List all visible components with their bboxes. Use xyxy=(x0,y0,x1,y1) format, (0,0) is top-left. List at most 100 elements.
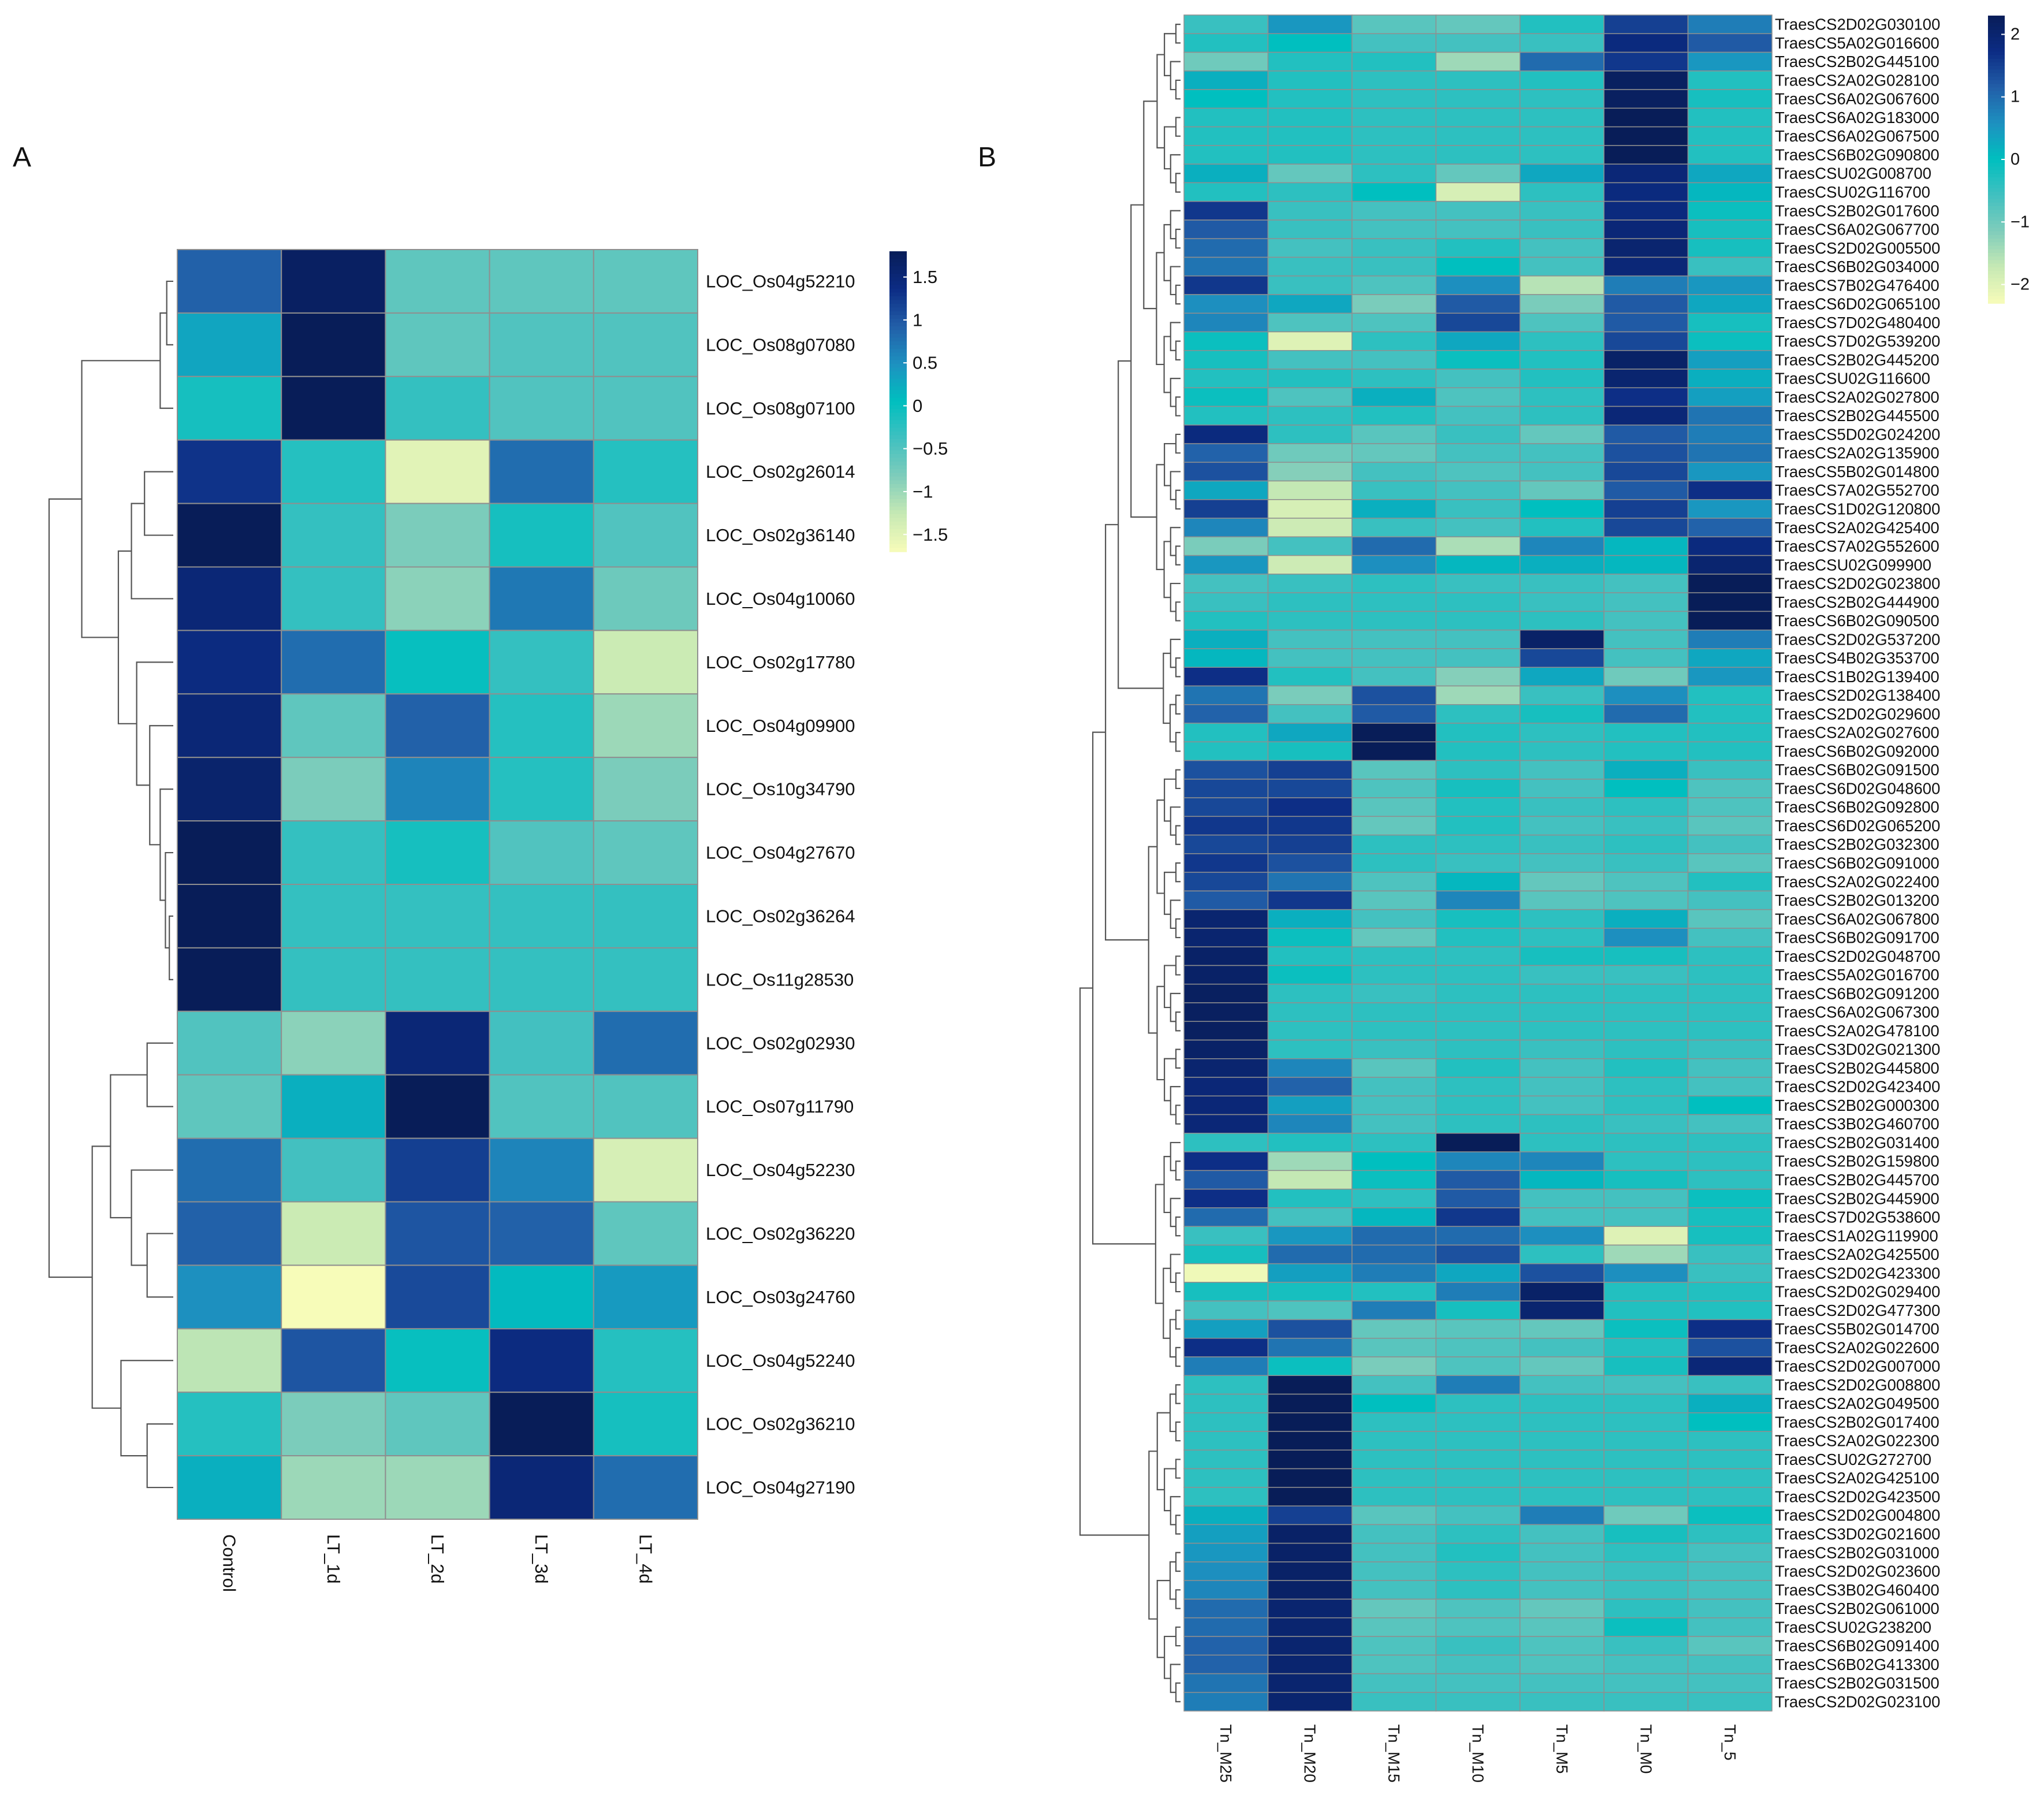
row-label: TraesCS6A02G067700 xyxy=(1775,221,1939,239)
colorbar-segment xyxy=(889,319,907,323)
heatmap-cell xyxy=(1435,1654,1521,1675)
heatmap-cell xyxy=(1519,555,1604,575)
heatmap-cell xyxy=(177,820,282,885)
heatmap-cell xyxy=(1183,779,1269,798)
heatmap-cell xyxy=(1603,816,1689,836)
heatmap-cell xyxy=(1603,238,1689,258)
row-label: TraesCS2A02G425400 xyxy=(1775,519,1939,537)
row-label: TraesCS6B02G090500 xyxy=(1775,612,1939,630)
colorbar-segment xyxy=(889,270,907,274)
heatmap-cell xyxy=(1519,1114,1604,1134)
row-label: TraesCS6A02G067300 xyxy=(1775,1003,1939,1021)
heatmap-cell xyxy=(1267,611,1353,631)
heatmap-cell xyxy=(1687,629,1773,649)
panel-b-heatmap: TraesCS2D02G030100TraesCS5A02G016600Trae… xyxy=(1079,14,2030,1783)
heatmap-cell xyxy=(1603,723,1689,743)
heatmap-cell xyxy=(1352,1487,1437,1507)
colorbar-segment xyxy=(889,465,907,470)
heatmap-cell xyxy=(1435,200,1521,221)
heatmap-cell xyxy=(1183,126,1269,146)
heatmap-cell xyxy=(1603,872,1689,892)
row-label: TraesCS2A02G027600 xyxy=(1775,724,1939,742)
heatmap-cell xyxy=(1687,1542,1773,1563)
heatmap-cell xyxy=(1352,629,1437,649)
heatmap-cell xyxy=(177,884,282,949)
row-label: TraesCS2B02G000300 xyxy=(1775,1096,1939,1114)
row-label: TraesCS6A02G067600 xyxy=(1775,90,1939,108)
heatmap-cell xyxy=(1519,965,1604,985)
heatmap-cell xyxy=(1519,1282,1604,1301)
heatmap-cell xyxy=(281,1010,386,1076)
heatmap-cell xyxy=(1519,1598,1604,1619)
heatmap-cell xyxy=(1435,1226,1521,1246)
row-label: TraesCS2B02G445700 xyxy=(1775,1171,1939,1189)
heatmap-cell xyxy=(1519,182,1604,202)
colorbar-segment xyxy=(889,454,907,459)
heatmap-cell xyxy=(177,1455,282,1520)
heatmap-cell xyxy=(1687,350,1773,370)
heatmap-cell xyxy=(1183,1393,1269,1414)
heatmap-cell xyxy=(1687,890,1773,910)
heatmap-cell xyxy=(1267,126,1353,146)
heatmap-cell xyxy=(1687,518,1773,538)
heatmap-cell xyxy=(1435,1039,1521,1059)
colorbar-segment xyxy=(889,266,907,271)
heatmap-cell xyxy=(1435,723,1521,743)
heatmap-cell xyxy=(1603,1598,1689,1619)
heatmap-cell xyxy=(1687,220,1773,239)
heatmap-cell xyxy=(1267,1021,1353,1041)
row-label: LOC_Os04g10060 xyxy=(706,589,855,609)
heatmap-cell xyxy=(177,1328,282,1393)
heatmap-cell xyxy=(1435,1282,1521,1301)
row-label: TraesCS2A02G049500 xyxy=(1775,1394,1939,1412)
heatmap-cell xyxy=(1183,256,1269,277)
colorbar-segment xyxy=(889,477,907,481)
heatmap-cell xyxy=(1687,592,1773,612)
heatmap-cell xyxy=(1435,1673,1521,1693)
heatmap-cell xyxy=(1183,1412,1269,1432)
row-label: TraesCS2D02G023100 xyxy=(1775,1693,1940,1710)
row-label: TraesCS2A02G425100 xyxy=(1775,1469,1939,1487)
heatmap-cell xyxy=(1267,890,1353,910)
heatmap-cell xyxy=(1603,1319,1689,1339)
heatmap-cell xyxy=(1183,1654,1269,1675)
heatmap-cell xyxy=(1267,1058,1353,1078)
heatmap-cell xyxy=(593,1328,699,1393)
heatmap-cell xyxy=(1519,1617,1604,1637)
heatmap-cell xyxy=(1687,1133,1773,1152)
heatmap-cell xyxy=(593,503,699,568)
colorbar-segment xyxy=(1988,184,2005,189)
heatmap-cell xyxy=(593,375,699,441)
heatmap-cell xyxy=(1687,443,1773,463)
heatmap-cell xyxy=(1687,946,1773,966)
colorbar-segment xyxy=(1988,235,2005,239)
heatmap-cell xyxy=(1519,574,1604,593)
colorbar-segment xyxy=(889,548,907,552)
heatmap-cell xyxy=(1435,1002,1521,1022)
colorbar-segment xyxy=(1988,102,2005,106)
heatmap-cell xyxy=(1183,1039,1269,1059)
heatmap-cell xyxy=(1603,163,1689,184)
heatmap-cell xyxy=(1352,518,1437,538)
heatmap-cell xyxy=(1519,369,1604,389)
heatmap-cell xyxy=(1603,983,1689,1003)
heatmap-cell xyxy=(1687,331,1773,351)
colorbar-segment xyxy=(1988,166,2005,171)
colorbar-segment xyxy=(1988,195,2005,200)
heatmap-cell xyxy=(1519,872,1604,892)
row-label: LOC_Os04g52240 xyxy=(706,1351,855,1371)
row-label: TraesCS2D02G029400 xyxy=(1775,1283,1940,1301)
heatmap-cell xyxy=(1352,1431,1437,1451)
heatmap-cell xyxy=(1519,126,1604,146)
heatmap-cell xyxy=(1435,1449,1521,1470)
heatmap-cell xyxy=(1603,1449,1689,1470)
heatmap-cell xyxy=(1435,33,1521,53)
colorbar-segment xyxy=(889,341,907,346)
row-label: LOC_Os02g36220 xyxy=(706,1223,855,1244)
colorbar-segment xyxy=(1988,263,2005,268)
heatmap-cell xyxy=(1183,797,1269,817)
heatmap-cell xyxy=(1687,89,1773,109)
heatmap-cell xyxy=(1183,313,1269,333)
heatmap-cell xyxy=(1519,1654,1604,1675)
heatmap-cell xyxy=(1519,909,1604,929)
